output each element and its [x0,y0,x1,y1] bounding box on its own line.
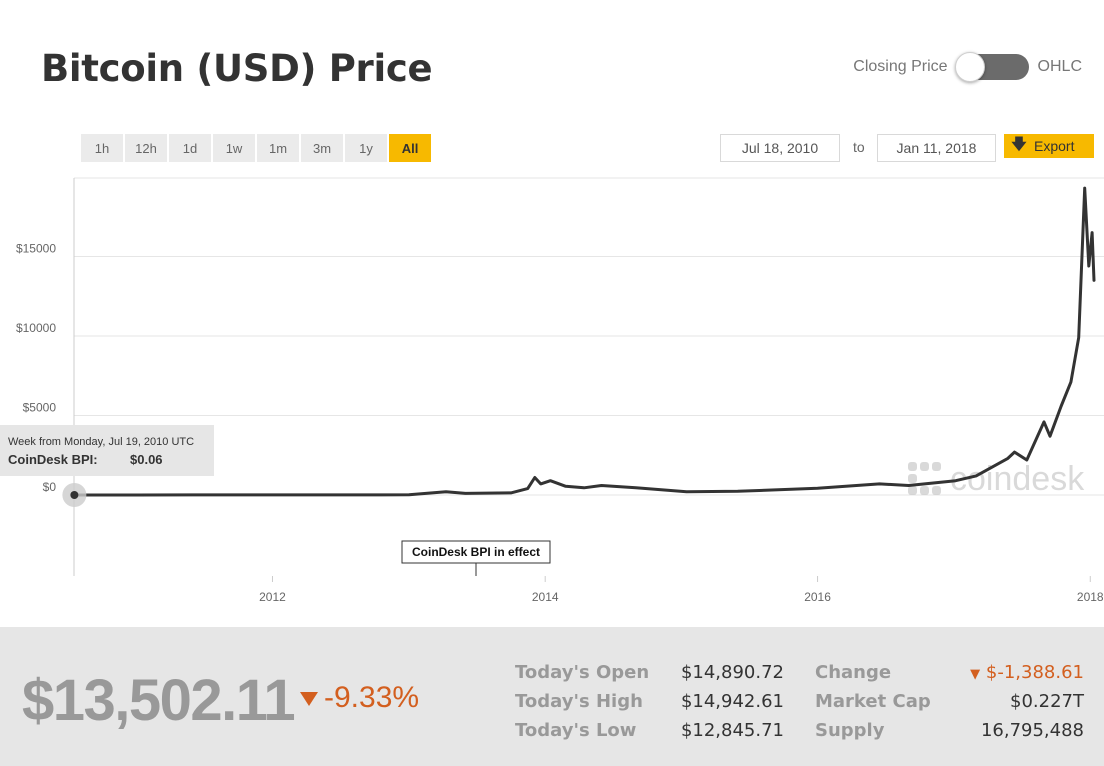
tab-3m[interactable]: 3m [301,134,343,162]
toggle-knob[interactable] [954,52,985,82]
hover-tooltip: Week from Monday, Jul 19, 2010 UTC CoinD… [0,425,214,476]
todays-open-label: Today's Open [515,662,650,683]
todays-low-label: Today's Low [515,720,637,741]
x-tick-label: 2018 [1077,590,1104,604]
market-cap-label: Market Cap [815,691,931,712]
y-tick-label: $15000 [16,242,56,256]
marker-layer [62,482,87,507]
supply-label: Supply [815,720,885,741]
current-price: $13,502.11 [22,668,296,733]
tooltip-box [0,425,214,476]
todays-high-value: $14,942.61 [680,691,784,712]
coindesk-watermark: coindesk [908,460,1085,498]
tab-12h[interactable]: 12h [125,134,167,162]
annotation-box [401,540,551,564]
series-line-bpi [72,186,1096,497]
ohlc-label: OHLC [1037,58,1082,75]
percent-change: -9.33% [300,681,419,715]
down-triangle-small-icon: ▼ [970,667,981,682]
y-tick-label: $10000 [16,321,56,335]
x-tick-label: 2012 [259,590,286,604]
price-mode-toggle-group: Closing Price OHLC [853,52,1082,82]
supply-value: 16,795,488 [980,720,1084,741]
page-title: Bitcoin (USD) Price [41,47,433,90]
bpi-annotation: CoinDesk BPI in effect [401,540,551,576]
change-label: Change [815,662,892,683]
start-date-input[interactable]: Jul 18, 2010 [720,134,840,162]
market-cap-value: $0.227T [1010,691,1084,712]
closing-price-label: Closing Price [853,58,948,75]
price-mode-toggle[interactable] [954,52,1029,82]
x-tick-label: 2014 [532,590,559,604]
tab-1h[interactable]: 1h [81,134,123,162]
percent-change-value: -9.33% [324,681,420,714]
download-arrow-icon: 🡇 [1011,135,1027,153]
down-triangle-icon [300,692,318,706]
tooltip-label: CoinDesk BPI: [8,452,98,467]
hover-marker-point [70,490,79,499]
range-tabs: 1h 12h 1d 1w 1m 3m 1y All [81,134,431,162]
y-tick-label: $5000 [23,401,57,415]
price-chart[interactable]: $0 $5000 $10000 $15000 2012 2014 2016 2018 coin… [0,170,1104,620]
todays-high-label: Today's High [515,691,643,712]
date-to-label: to [853,139,865,155]
grid-layer [74,177,1104,496]
series-layer [72,186,1096,497]
tab-1y[interactable]: 1y [345,134,387,162]
end-date-input[interactable]: Jan 11, 2018 [877,134,996,162]
todays-low-value: $12,845.71 [680,720,784,741]
tooltip-value: $0.06 [130,452,163,467]
coindesk-logo-icon [908,462,941,495]
tab-all[interactable]: All [389,134,431,162]
tooltip-title: Week from Monday, Jul 19, 2010 UTC [8,436,194,448]
export-label: Export [1034,138,1075,154]
annotation-label: CoinDesk BPI in effect [412,545,540,559]
tab-1d[interactable]: 1d [169,134,211,162]
stats-panel: $13,502.11 -9.33% Today's Open $14,890.7… [0,627,1104,766]
change-amount: $-1,388.61 [985,662,1084,683]
tab-1m[interactable]: 1m [257,134,299,162]
export-button[interactable]: 🡇 Export [1004,134,1094,158]
change-value: ▼ $-1,388.61 [940,662,1084,683]
axis-layer: $0 $5000 $10000 $15000 2012 2014 2016 2018 [16,178,1104,604]
y-tick-label: $0 [43,480,57,494]
x-tick-label: 2016 [804,590,831,604]
tab-1w[interactable]: 1w [213,134,255,162]
watermark-text: coindesk [950,460,1085,498]
todays-open-value: $14,890.72 [680,662,784,683]
